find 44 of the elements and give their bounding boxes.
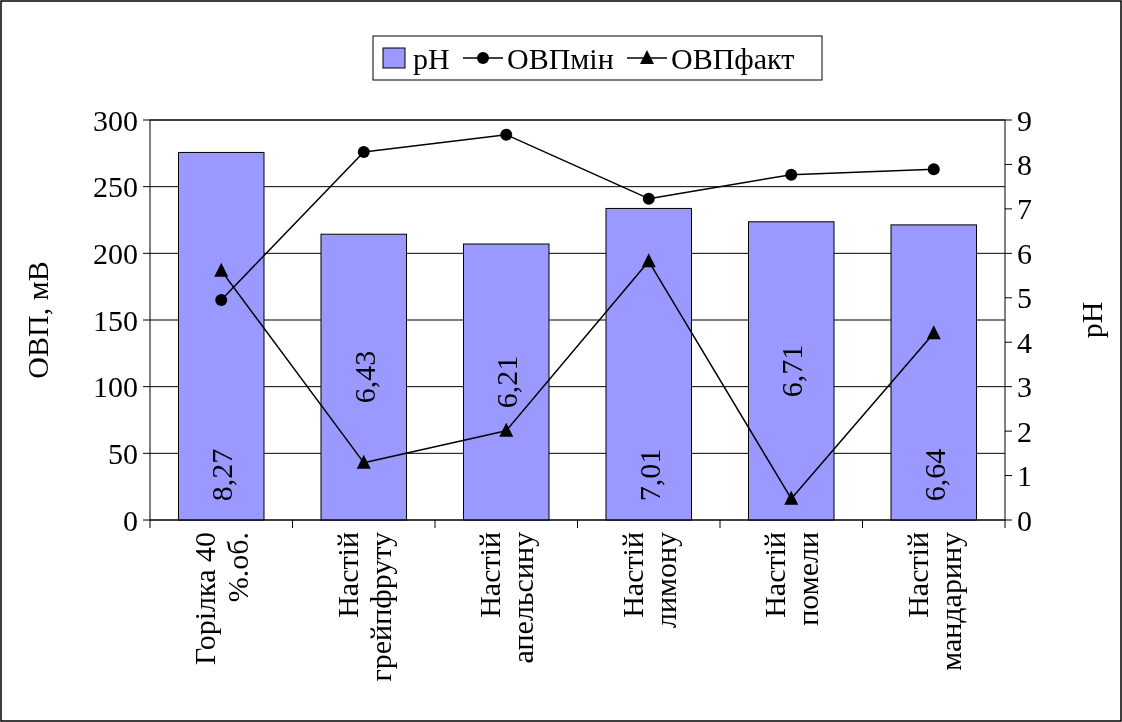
data-label: 7,01: [632, 448, 666, 502]
point: [500, 128, 513, 141]
point: [926, 325, 941, 340]
point: [641, 253, 656, 268]
y2-tick-label: 0: [1017, 503, 1032, 537]
point: [642, 192, 655, 205]
y2-tick-label: 2: [1017, 414, 1032, 448]
data-label: 6,71: [775, 344, 809, 398]
y2-tick-label: 6: [1017, 236, 1032, 270]
legend-label: ОВПфакт: [671, 41, 795, 75]
point: [357, 146, 370, 158]
x-tick-label: Горілка 40 %.об.: [188, 532, 255, 665]
y-axis-title: ОВП, мВ: [21, 261, 54, 379]
y-tick-label: 200: [93, 236, 138, 270]
y2-tick-label: 5: [1017, 281, 1032, 315]
data-label: 6,43: [347, 350, 381, 404]
x-tick-label: Настій помели: [758, 532, 825, 626]
y-tick-label: 50: [108, 436, 138, 470]
x-tick-label: Настій лимону: [615, 532, 682, 629]
legend-label: ОВПмін: [507, 41, 614, 75]
point: [785, 168, 798, 181]
data-label: 6,64: [917, 448, 951, 502]
y2-axis-title: pH: [1075, 301, 1108, 339]
y2-tick-label: 1: [1017, 459, 1032, 493]
point: [499, 422, 514, 437]
y-tick-label: 150: [93, 303, 138, 337]
y-tick-label: 100: [93, 370, 138, 404]
x-tick-label: Настій грейпфруту: [330, 532, 397, 682]
y-tick-label: 250: [93, 170, 138, 204]
y2-tick-label: 9: [1017, 103, 1032, 137]
legend-label: pH: [413, 41, 450, 75]
y-tick-label: 0: [123, 503, 138, 537]
y-tick-label: 300: [93, 103, 138, 137]
y2-tick-label: 8: [1017, 147, 1032, 181]
y2-tick-label: 7: [1017, 192, 1032, 226]
point: [214, 262, 229, 277]
data-label: 8,27: [205, 448, 239, 502]
y2-tick-label: 3: [1017, 370, 1032, 404]
point: [356, 454, 371, 469]
point: [784, 490, 799, 505]
point: [215, 294, 228, 306]
data-label: 6,21: [490, 355, 524, 409]
point: [927, 163, 940, 176]
y2-tick-label: 4: [1017, 325, 1032, 359]
